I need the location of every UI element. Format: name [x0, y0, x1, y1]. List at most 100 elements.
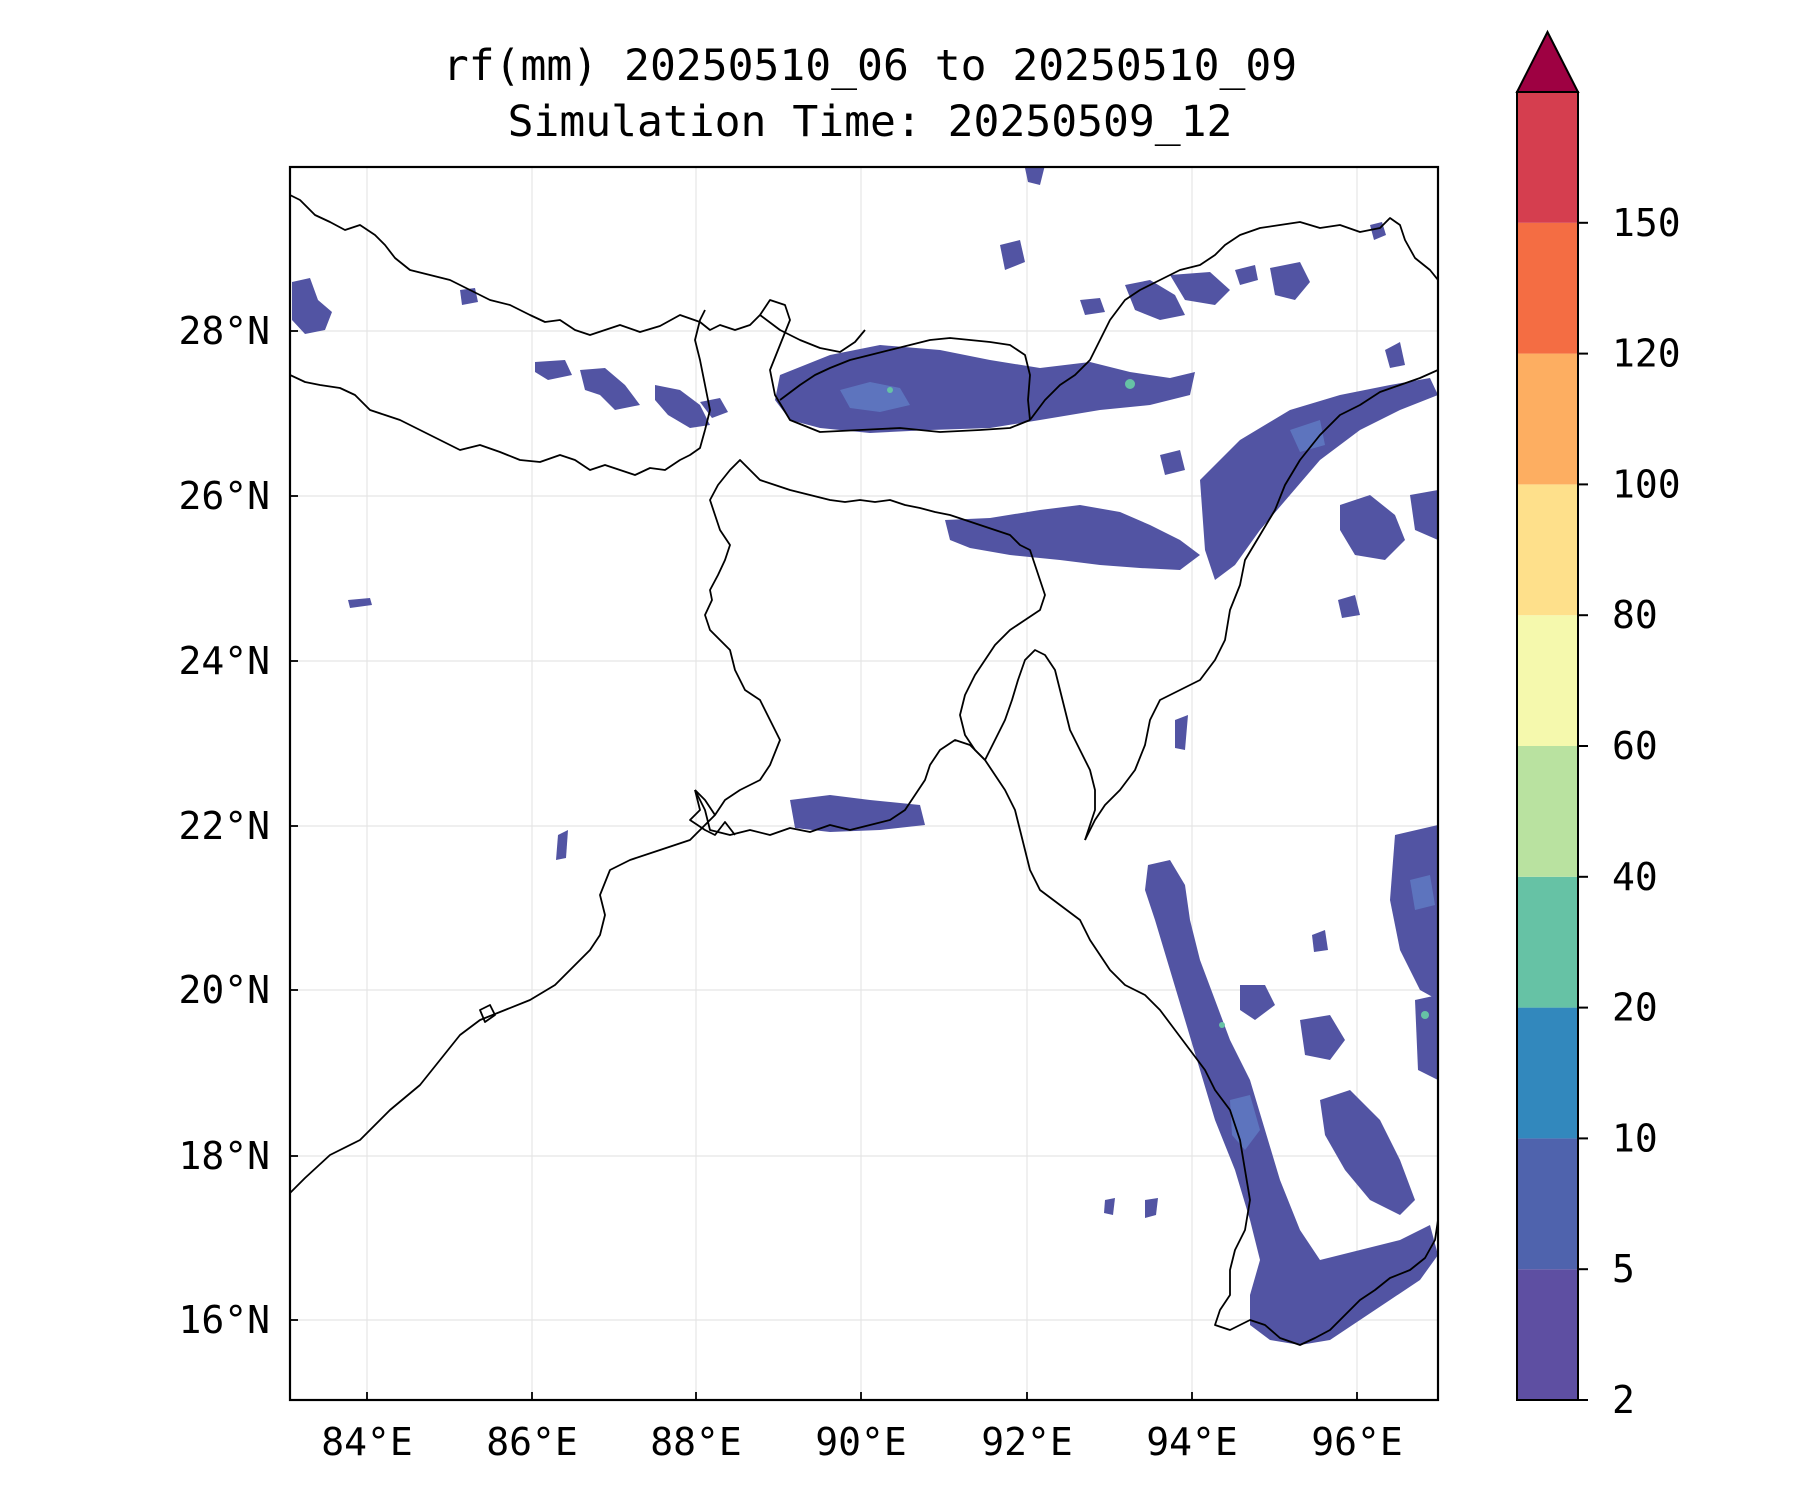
border-sikkim-bhutan	[759, 314, 866, 353]
rain-patch-nepal-1	[535, 360, 572, 380]
rain-patch-meghalaya	[945, 505, 1200, 570]
coastlines-borders	[290, 194, 1438, 1346]
x-tick-labels: 84°E 86°E 88°E 90°E 92°E 94°E 96°E	[321, 1420, 1403, 1464]
rain-patch-tibet-7	[1080, 298, 1105, 315]
rain-peak-sikkim	[887, 387, 893, 393]
colorbar-segment-100-120	[1517, 353, 1578, 485]
rain-peak-arakan	[1219, 1022, 1225, 1028]
border-india-nepal-south	[290, 374, 706, 476]
colorbar-segment-60-80	[1517, 615, 1578, 746]
border-bangladesh-india	[704, 459, 1046, 816]
rain-patch-myanmar-west	[1320, 1090, 1415, 1215]
rain-patch-sundarbans	[790, 795, 925, 832]
coastline-bangladesh	[694, 739, 1438, 1346]
y-tick-label-20: 20°N	[178, 968, 270, 1012]
rain-patch-bay-east-2	[1104, 1198, 1115, 1215]
rain-patch-bay-east-1	[1240, 985, 1275, 1020]
x-tick-label-84: 84°E	[321, 1420, 413, 1464]
rainfall-layer	[292, 167, 1438, 1345]
border-arunachal-burma	[1084, 369, 1438, 841]
rain-patch-chin	[1338, 595, 1360, 618]
rain-patch-myanmar-east-2	[1415, 995, 1438, 1080]
colorbar-segment-2-5	[1517, 1269, 1578, 1400]
rain-peak-bhutan	[1125, 379, 1135, 389]
x-tick-label-86: 86°E	[486, 1420, 578, 1464]
rain-patch-bay-east-3	[1145, 1198, 1158, 1218]
border-india-nepal-north	[290, 194, 1031, 433]
colorbar-label-5: 5	[1612, 1247, 1635, 1291]
map-subtitle: Simulation Time: 20250509_12	[507, 97, 1233, 147]
colorbar-label-10: 10	[1612, 1116, 1658, 1160]
colorbar-segment-20-40	[1517, 876, 1578, 1008]
x-tick-label-96: 96°E	[1311, 1420, 1403, 1464]
rain-patch-assam-mid	[1160, 450, 1185, 475]
x-tick-label-88: 88°E	[650, 1420, 742, 1464]
border-tibet-arunachal	[1029, 217, 1438, 421]
island-sri-lanka-north	[479, 1004, 496, 1023]
colorbar-segment-40-60	[1517, 746, 1578, 877]
rain-peak-myanmar	[1421, 1011, 1429, 1019]
coast-west-bengal-islands	[689, 789, 736, 836]
y-tick-labels: 28°N 26°N 24°N 22°N 20°N 18°N 16°N	[178, 309, 270, 1342]
rain-patch-sikkim	[700, 398, 728, 418]
rain-patch-bay-small	[556, 830, 568, 860]
colorbar-segment-80-100	[1517, 484, 1578, 616]
y-tick-label-28: 28°N	[178, 309, 270, 353]
x-tick-label-92: 92°E	[981, 1420, 1073, 1464]
rain-patch-east-edge-2	[1385, 342, 1405, 368]
rain-patch-arakan	[1145, 860, 1438, 1345]
rain-patch-tibet-1	[1125, 280, 1185, 320]
rain-patch-myanmar-mid	[1300, 1015, 1345, 1060]
colorbar-segment-5-10	[1517, 1138, 1578, 1270]
rain-light-myanmar	[1410, 875, 1435, 910]
rain-patch-bay-east-4	[1312, 930, 1328, 952]
rain-patch-bhutan	[775, 345, 1195, 433]
colorbar-label-150: 150	[1612, 201, 1681, 245]
colorbar-label-120: 120	[1612, 332, 1681, 376]
rain-patch-tibet-8	[1235, 265, 1258, 285]
colorbar-label-60: 60	[1612, 724, 1658, 768]
rain-patch-nepal-3	[655, 385, 710, 428]
rain-patch-west-ghat	[348, 598, 372, 608]
rainfall-patches	[292, 167, 1438, 1345]
rain-patch-assam-ne	[1200, 378, 1438, 580]
rain-patch-nepal-west	[460, 288, 478, 305]
colorbar-segment-10-20	[1517, 1007, 1578, 1139]
rain-patch-nw	[292, 278, 332, 334]
y-tick-label-18: 18°N	[178, 1134, 270, 1178]
x-tick-label-90: 90°E	[815, 1420, 907, 1464]
rain-light-assam	[1290, 420, 1325, 452]
rain-patch-tibet-3	[1270, 262, 1310, 300]
rain-patch-manipur	[1340, 495, 1405, 560]
rainfall-peak-spots	[887, 379, 1429, 1028]
rain-patch-tibet-6	[1025, 167, 1045, 185]
x-tick-label-94: 94°E	[1146, 1420, 1238, 1464]
rain-patch-tibet-5	[1000, 240, 1025, 270]
rain-patch-tibet-2	[1170, 272, 1230, 305]
y-tick-label-26: 26°N	[178, 474, 270, 518]
colorbar-segment-150-undefined	[1517, 92, 1578, 223]
rain-patch-tripura	[1175, 715, 1188, 750]
y-tick-label-22: 22°N	[178, 804, 270, 848]
coastline-india-east	[290, 789, 716, 1194]
colorbar-label-2: 2	[1612, 1378, 1635, 1422]
colorbar: 2 5 10 20 40 60 80 100 120 150	[1515, 29, 1681, 1422]
border-bangladesh-myanmar	[984, 649, 1096, 841]
colorbar-label-40: 40	[1612, 855, 1658, 899]
map-title: rf(mm) 20250510_06 to 20250510_09	[442, 41, 1298, 91]
rain-patch-east-edge-1	[1410, 490, 1438, 540]
rain-patch-myanmar-east-1	[1390, 825, 1438, 1000]
border-bhutan	[779, 337, 1031, 421]
colorbar-label-100: 100	[1612, 462, 1681, 506]
colorbar-extend-arrow	[1515, 29, 1580, 93]
colorbar-label-80: 80	[1612, 593, 1658, 637]
colorbar-segment-120-150	[1517, 222, 1578, 354]
rain-light-arakan	[1230, 1095, 1260, 1150]
border-nepal-east	[694, 309, 711, 431]
y-tick-label-16: 16°N	[178, 1298, 270, 1342]
y-tick-label-24: 24°N	[178, 639, 270, 683]
rain-patch-nepal-2	[580, 368, 640, 410]
axis-ticks	[290, 330, 1358, 1400]
colorbar-label-20: 20	[1612, 986, 1658, 1030]
